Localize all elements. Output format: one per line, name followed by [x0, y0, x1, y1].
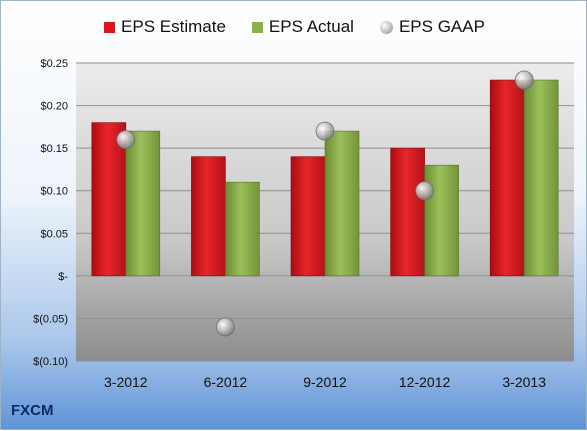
y-tick-label: $0.05: [40, 228, 68, 240]
legend: EPS Estimate EPS Actual EPS GAAP: [1, 17, 587, 37]
y-axis-ticks: $0.25 $0.20 $0.15 $0.10 $0.05 $- $(0.05) $(0.10…: [33, 58, 68, 368]
x-tick-label: 3-2013: [502, 374, 546, 390]
x-tick-label: 12-2012: [399, 374, 451, 390]
legend-swatch-gaap: [379, 20, 393, 34]
y-tick-label: $0.25: [40, 58, 68, 70]
legend-item-actual: EPS Actual: [251, 17, 354, 37]
x-tick-label: 3-2012: [104, 374, 148, 390]
y-tick-label: $-: [58, 271, 68, 283]
bar-eps-estimate: [191, 156, 226, 277]
ticker-label: FXCM: [11, 402, 54, 419]
marker-layer: [116, 70, 534, 337]
marker-eps-gaap: [116, 130, 136, 150]
marker-eps-gaap: [215, 317, 235, 337]
legend-label-gaap: EPS GAAP: [398, 17, 485, 36]
bar-eps-estimate: [489, 79, 525, 277]
marker-eps-gaap: [415, 181, 435, 201]
legend-swatch-estimate: [104, 21, 116, 33]
legend-label-actual: EPS Actual: [268, 17, 354, 36]
bar-layer: [91, 79, 559, 277]
y-tick-label: $0.10: [40, 186, 68, 198]
marker-eps-gaap: [315, 121, 335, 141]
legend-item-gaap: EPS GAAP: [379, 17, 485, 37]
legend-item-estimate: EPS Estimate: [104, 17, 226, 37]
bar-eps-actual: [324, 130, 360, 277]
bar-eps-actual: [523, 79, 559, 277]
x-tick-label: 9-2012: [303, 374, 347, 390]
bar-eps-actual: [225, 181, 260, 277]
x-tick-label: 6-2012: [204, 374, 248, 390]
legend-swatch-actual: [251, 21, 263, 33]
y-tick-label: $0.20: [40, 101, 68, 113]
x-axis-ticks: 3-2012 6-2012 9-2012 12-2012 3-2013: [104, 374, 546, 390]
bar-eps-actual: [125, 130, 161, 277]
bar-eps-estimate: [290, 156, 326, 277]
bar-eps-estimate: [390, 147, 425, 277]
bar-eps-actual: [424, 164, 459, 277]
marker-eps-gaap: [514, 70, 534, 90]
legend-label-estimate: EPS Estimate: [121, 17, 226, 36]
y-tick-label: $0.15: [40, 143, 68, 155]
y-tick-label: $(0.05): [33, 313, 68, 325]
y-tick-label: $(0.10): [33, 356, 68, 368]
